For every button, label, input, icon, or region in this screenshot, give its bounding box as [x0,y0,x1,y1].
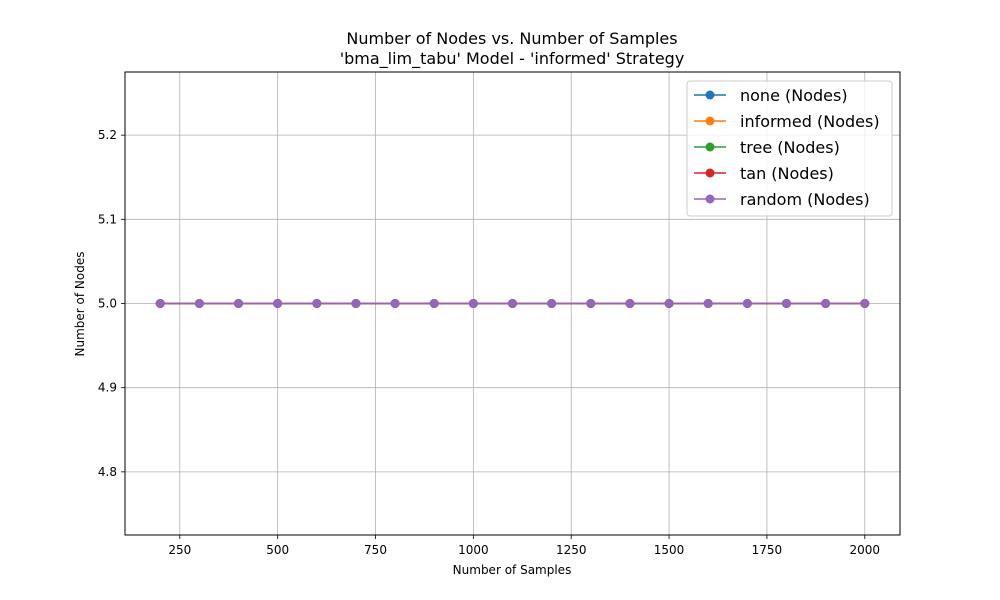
legend-entry: none (Nodes) [694,86,848,105]
data-point [155,299,165,308]
legend-label: informed (Nodes) [740,112,880,131]
x-tick-label: 1250 [556,543,587,557]
legend-label: random (Nodes) [740,190,870,209]
plot-frame [124,71,901,536]
x-tick-label: 1750 [752,543,783,557]
data-point [625,299,635,308]
data-point [586,299,596,308]
x-tick-label: 1000 [458,543,489,557]
data-point [742,299,752,308]
legend-label: tan (Nodes) [740,164,834,183]
x-axis-ticks: 250 500 750 1000 1250 1500 1750 2000 [168,535,880,557]
y-tick-label: 4.8 [98,465,117,479]
data-point [860,299,870,308]
chart-subtitle: 'bma_lim_tabu' Model - 'informed' Strate… [340,49,685,69]
series-4 [155,299,870,308]
data-point [234,299,244,308]
data-point [781,299,791,308]
y-tick-label: 5.1 [98,212,117,226]
legend-marker [705,142,715,152]
data-point [547,299,557,308]
legend-entry: tree (Nodes) [694,138,840,157]
legend-marker [705,194,715,204]
data-point [429,299,439,308]
data-point [194,299,204,308]
series-group [155,299,870,308]
data-point [703,299,713,308]
y-tick-label: 5.0 [98,297,117,311]
legend-label: none (Nodes) [740,86,848,105]
x-tick-label: 1500 [654,543,685,557]
data-point [664,299,674,308]
data-point [821,299,831,308]
y-tick-label: 4.9 [98,381,117,395]
legend: none (Nodes) informed (Nodes) tree (Nodes)… [686,80,893,217]
legend-box [686,80,893,217]
legend-label: tree (Nodes) [740,138,840,157]
y-axis-ticks: 4.8 4.9 5.0 5.1 5.2 [98,128,125,479]
x-tick-label: 500 [266,543,289,557]
data-point [468,299,478,308]
data-point [273,299,283,308]
x-tick-label: 750 [364,543,387,557]
legend-marker [705,168,715,178]
data-point [390,299,400,308]
legend-marker [705,90,715,100]
legend-entry: tan (Nodes) [694,164,834,183]
data-point [312,299,322,308]
x-tick-label: 250 [168,543,191,557]
legend-entry: random (Nodes) [694,190,870,209]
chart-title: Number of Nodes vs. Number of Samples [346,29,677,48]
y-axis-label: Number of Nodes [73,252,87,357]
legend-marker [705,116,715,126]
x-axis-label: Number of Samples [453,563,572,577]
x-tick-label: 2000 [849,543,880,557]
data-point [508,299,517,308]
legend-entry: informed (Nodes) [694,112,880,131]
data-point [351,299,361,308]
y-tick-label: 5.2 [98,128,117,142]
